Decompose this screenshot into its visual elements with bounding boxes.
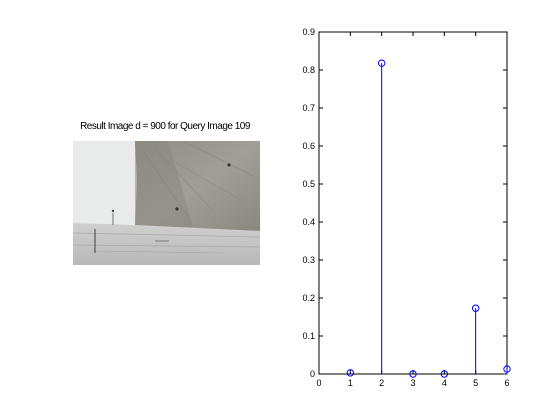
x-tick-label: 1: [348, 378, 353, 388]
x-tick-label: 4: [442, 378, 447, 388]
stem-marker: [503, 365, 511, 373]
stem-marker: [377, 59, 386, 67]
result-image: [73, 141, 260, 265]
x-tick-label: 0: [316, 378, 321, 388]
result-image-title: Result Image d = 900 for Query Image 109: [80, 121, 250, 132]
y-tick-label: 0.4: [302, 217, 315, 227]
stem-marker: [440, 370, 449, 378]
x-tick-label: 6: [504, 378, 509, 388]
y-tick-label: 0.3: [302, 255, 315, 265]
x-tick-label: 2: [379, 378, 384, 388]
y-tick-label: 0.5: [302, 179, 315, 189]
y-tick-label: 0.1: [302, 331, 315, 341]
x-tick-label: 3: [410, 378, 415, 388]
x-tick-label: 5: [473, 378, 478, 388]
y-tick-label: 0.7: [302, 103, 315, 113]
y-tick-label: 0.9: [302, 27, 315, 37]
y-tick-label: 0.6: [302, 141, 315, 151]
y-tick-label: 0.8: [302, 65, 315, 75]
stem-marker: [471, 304, 480, 312]
plot-area: [318, 31, 508, 375]
stem-marker: [409, 370, 417, 378]
roof-ledge: [73, 223, 260, 265]
y-tick-label: 0: [310, 369, 315, 379]
y-tick-label: 0.2: [302, 293, 315, 303]
stem-marker: [346, 369, 355, 377]
